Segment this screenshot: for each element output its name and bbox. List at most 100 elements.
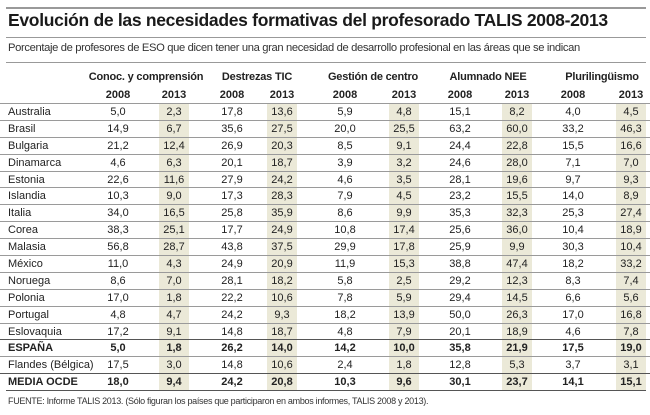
table-cell: 14,2 [334,342,356,355]
page-title: Evolución de las necesidades formativas … [8,10,608,30]
table-cell: 11,0 [107,258,129,271]
table-cell: 7,8 [623,325,639,338]
country-name: Dinamarca [8,156,62,169]
country-name: Flandes (Bélgica) [8,359,94,372]
table-cell: 16,6 [620,139,642,152]
table-cell: 11,6 [163,173,185,186]
table-row: Bulgaria 21,2 12,4 26,9 20,3 8,5 9,1 24,4 22,8 15… [0,136,650,154]
table-cell: 29,9 [334,241,356,254]
table-cell: 23,7 [506,376,528,389]
table-cell: 7,4 [623,274,639,287]
table-cell: 24,2 [221,308,243,321]
table-cell: 20,9 [271,258,293,271]
country-name: Corea [8,224,38,237]
table-cell: 35,9 [271,207,293,220]
table-cell: 18,0 [107,376,129,389]
table-cell: 5,0 [110,106,126,118]
table-cell: 26,9 [221,139,243,152]
table-cell: 6,7 [166,122,182,135]
table-row: MEDIA OCDE 18,0 9,4 24,2 20,8 10,3 9,6 30,1 23,7… [0,373,650,390]
table-cell: 18,7 [271,325,293,338]
highlight-band [389,103,419,390]
country-name: ESPAÑA [8,342,54,355]
year-header: 2008 [332,89,358,101]
group-header: Destrezas TIC [221,71,293,83]
year-header: 2013 [161,89,187,101]
table-cell: 14,0 [562,190,584,203]
year-header: 2008 [219,89,245,101]
table-cell: 38,3 [107,224,129,237]
table-cell: 11,9 [334,258,356,271]
table-cell: 5,9 [337,106,353,118]
table-cell: 9,0 [166,190,182,203]
table-cell: 17,7 [221,224,243,237]
table-row: Portugal 4,8 4,7 24,2 9,3 18,2 13,9 50,0 26,3 17,… [0,305,650,323]
table-row: Italia 34,0 16,5 25,8 35,9 8,6 9,9 35,3 32,3 25,3… [0,204,650,221]
group-header: Plurilingüismo [565,71,639,83]
table-cell: 18,9 [620,224,642,237]
table-cell: 20,0 [334,122,356,135]
table-cell: 5,0 [110,342,126,355]
table-cell: 7,1 [565,156,581,169]
table-cell: 32,3 [506,207,528,220]
table-cell: 3,1 [623,359,639,372]
table-cell: 17,8 [221,106,243,118]
table-cell: 35,8 [449,342,471,355]
table-cell: 5,9 [396,291,412,304]
table-cell: 4,5 [396,190,412,203]
table-cell: 60,0 [506,122,528,135]
subtitle: Porcentaje de profesores de ESO que dice… [8,42,580,54]
table-cell: 46,3 [620,122,642,135]
table-cell: 18,7 [271,156,293,169]
table-cell: 20,1 [221,156,243,169]
table-cell: 47,4 [506,258,528,271]
table-cell: 20,3 [271,139,293,152]
table-row: Islandia 10,3 9,0 17,3 28,3 7,9 4,5 23,2 15,5 14,… [0,187,650,204]
table-cell: 18,2 [271,274,293,287]
table-body: Australia 5,0 2,3 17,8 13,6 5,9 4,8 15,1 8,2 4,0 4… [0,103,650,390]
table-cell: 24,9 [271,224,293,237]
table-cell: 6,6 [565,291,581,304]
table-cell: 23,2 [449,190,471,203]
country-name: Brasil [8,122,36,135]
table-cell: 7,0 [623,156,639,169]
bottom-rule [6,390,646,391]
table-cell: 16,8 [620,308,642,321]
table-cell: 63,2 [449,122,471,135]
table-cell: 22,8 [506,139,528,152]
table-cell: 20,8 [271,376,293,389]
table-cell: 10,4 [620,241,642,254]
table-cell: 9,9 [509,241,525,254]
table-cell: 4,8 [110,308,126,321]
country-name: México [8,258,43,271]
country-name: Italia [8,207,32,220]
group-header: Conoc. y comprensión [88,71,204,83]
year-header: 2008 [560,89,586,101]
table-cell: 10,6 [271,359,293,372]
table-cell: 1,8 [166,291,182,304]
table-cell: 17,4 [393,224,415,237]
source-note: FUENTE: Informe TALIS 2013. (Sólo figura… [8,396,429,406]
table-cell: 8,2 [509,106,525,118]
table-cell: 10,3 [107,190,129,203]
table-cell: 17,5 [562,342,584,355]
table-cell: 9,4 [166,376,182,389]
country-name: Islandia [8,190,46,203]
table-cell: 7,8 [337,291,353,304]
table-cell: 3,0 [166,359,182,372]
table-cell: 7,9 [337,190,353,203]
table-cell: 7,9 [396,325,412,338]
table-cell: 21,2 [107,139,129,152]
table-cell: 6,3 [166,156,182,169]
year-header: 2013 [391,89,417,101]
table-row: Corea 38,3 25,1 17,7 24,9 10,8 17,4 25,6 36,0 10,… [0,221,650,238]
table-cell: 14,1 [562,376,584,389]
table-cell: 19,0 [620,342,642,355]
year-header: 2008 [105,89,131,101]
table-cell: 13,6 [271,106,293,118]
table-cell: 27,4 [620,207,642,220]
table-cell: 24,2 [271,173,293,186]
table-row: Australia 5,0 2,3 17,8 13,6 5,9 4,8 15,1 8,2 4,0 4… [0,103,650,120]
table-cell: 25,1 [163,224,185,237]
